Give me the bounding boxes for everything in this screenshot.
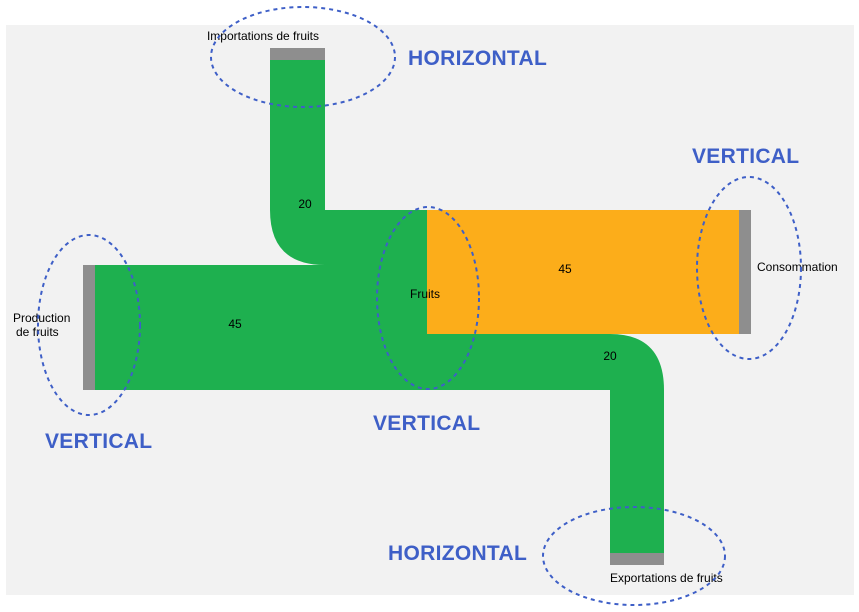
flow-value-production: 45 — [228, 317, 242, 331]
flow-value-exports: 20 — [603, 349, 617, 363]
annotation-ellipse-left — [37, 234, 141, 416]
annotation-top: HORIZONTAL — [408, 47, 547, 70]
annotation-ellipse-bottom — [542, 506, 726, 606]
annotation-bottom: HORIZONTAL — [388, 542, 527, 565]
node-label-fruits: Fruits — [410, 287, 440, 301]
node-bar-production — [83, 265, 95, 390]
node-label-consumption: Consommation — [757, 260, 838, 274]
flow-production-to-fruits — [95, 265, 427, 390]
annotation-ellipse-center — [376, 206, 480, 390]
flow-value-consumption: 45 — [558, 262, 572, 276]
annotation-right: VERTICAL — [692, 145, 799, 168]
node-label-imports: Importations de fruits — [207, 29, 319, 43]
flow-value-imports: 20 — [298, 197, 312, 211]
annotation-ellipse-top — [210, 6, 396, 108]
flow-fruits-to-consumption — [427, 210, 739, 334]
annotation-ellipse-right — [696, 176, 802, 360]
flow-fruits-to-exports — [427, 334, 664, 553]
node-bar-exports — [610, 553, 664, 565]
annotation-left: VERTICAL — [45, 430, 152, 453]
node-label-exports: Exportations de fruits — [610, 571, 723, 585]
node-bar-consumption — [739, 210, 751, 334]
node-label-production-line1: Production — [13, 311, 70, 325]
annotation-center: VERTICAL — [373, 412, 480, 435]
node-bar-imports — [270, 48, 325, 60]
flow-imports-to-fruits — [270, 60, 427, 265]
